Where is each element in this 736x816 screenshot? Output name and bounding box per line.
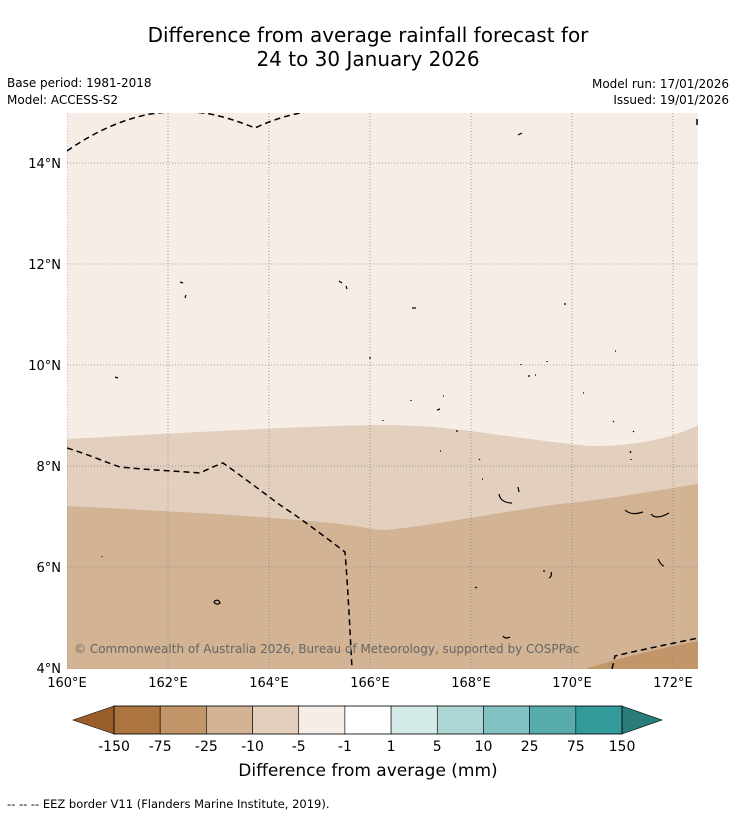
longitude-labels: 160°E 162°E 164°E 166°E 168°E 170°E 172°… (47, 676, 693, 691)
lat-label: 10°N (28, 359, 61, 374)
model-run-label: Model run: 17/01/2026 (591, 77, 729, 91)
forecast-map: © Commonwealth of Australia 2026, Bureau… (28, 113, 698, 691)
lon-label: 160°E (47, 676, 87, 691)
colorbar: -150 -75 -25 -10 -5 -1 1 5 10 25 75 150 (72, 705, 663, 755)
colorbar-segment (390, 705, 438, 735)
colorbar-tick-label: 5 (433, 739, 442, 755)
colorbar-tick-label: -150 (98, 739, 130, 755)
issued-label: Issued: 19/01/2026 (613, 93, 729, 107)
colorbar-tick-label: 25 (521, 739, 539, 755)
lon-label: 168°E (451, 676, 491, 691)
colorbar-segment (206, 705, 253, 735)
colorbar-segment (298, 705, 346, 735)
map-plot-area: © Commonwealth of Australia 2026, Bureau… (67, 113, 698, 669)
colorbar-segment (252, 705, 300, 735)
eez-legend-note: -- -- -- EEZ border V11 (Flanders Marine… (7, 797, 330, 811)
lon-label: 170°E (552, 676, 592, 691)
colorbar-segment (436, 705, 484, 735)
lat-label: 4°N (37, 662, 62, 677)
colorbar-segment (529, 705, 577, 735)
colorbar-tick-label: -25 (195, 739, 218, 755)
lat-label: 14°N (28, 157, 61, 172)
eez-borders (67, 113, 698, 669)
colorbar-ticks: -150 -75 -25 -10 -5 -1 1 5 10 25 75 150 (98, 739, 635, 755)
colorbar-segment (483, 705, 530, 735)
map-title-line1: Difference from average rainfall forecas… (147, 23, 589, 47)
map-graticule (67, 113, 698, 669)
colorbar-segment (159, 705, 207, 735)
colorbar-tick-label: -1 (338, 739, 352, 755)
colorbar-tick-label: 150 (609, 739, 636, 755)
lon-label: 164°E (249, 676, 289, 691)
colorbar-tick-label: 75 (567, 739, 585, 755)
colorbar-segments (113, 705, 623, 735)
rainfall-band-minus25 (585, 641, 698, 669)
lon-label: 166°E (350, 676, 390, 691)
lon-label: 162°E (148, 676, 188, 691)
rainfall-band-minus10 (67, 484, 698, 669)
lat-label: 6°N (37, 561, 62, 576)
colorbar-tick-label: -75 (149, 739, 172, 755)
colorbar-tick-label: 1 (387, 739, 396, 755)
colorbar-under-arrow (72, 705, 115, 735)
copyright-notice: © Commonwealth of Australia 2026, Bureau… (74, 642, 579, 656)
colorbar-title: Difference from average (mm) (238, 761, 498, 781)
island-outlines (101, 132, 670, 639)
lat-label: 8°N (37, 460, 62, 475)
model-label: Model: ACCESS-S2 (7, 93, 119, 107)
map-title-line2: 24 to 30 January 2026 (256, 47, 480, 71)
colorbar-tick-label: -5 (292, 739, 306, 755)
colorbar-over-arrow (621, 705, 663, 735)
colorbar-tick-label: 10 (475, 739, 493, 755)
lon-label: 172°E (653, 676, 693, 691)
base-period-label: Base period: 1981-2018 (7, 76, 152, 90)
colorbar-segment (575, 705, 623, 735)
colorbar-tick-label: -10 (241, 739, 264, 755)
colorbar-segment (344, 705, 392, 735)
colorbar-segment (113, 705, 161, 735)
latitude-labels: 14°N 12°N 10°N 8°N 6°N 4°N (28, 157, 61, 677)
lat-label: 12°N (28, 258, 61, 273)
